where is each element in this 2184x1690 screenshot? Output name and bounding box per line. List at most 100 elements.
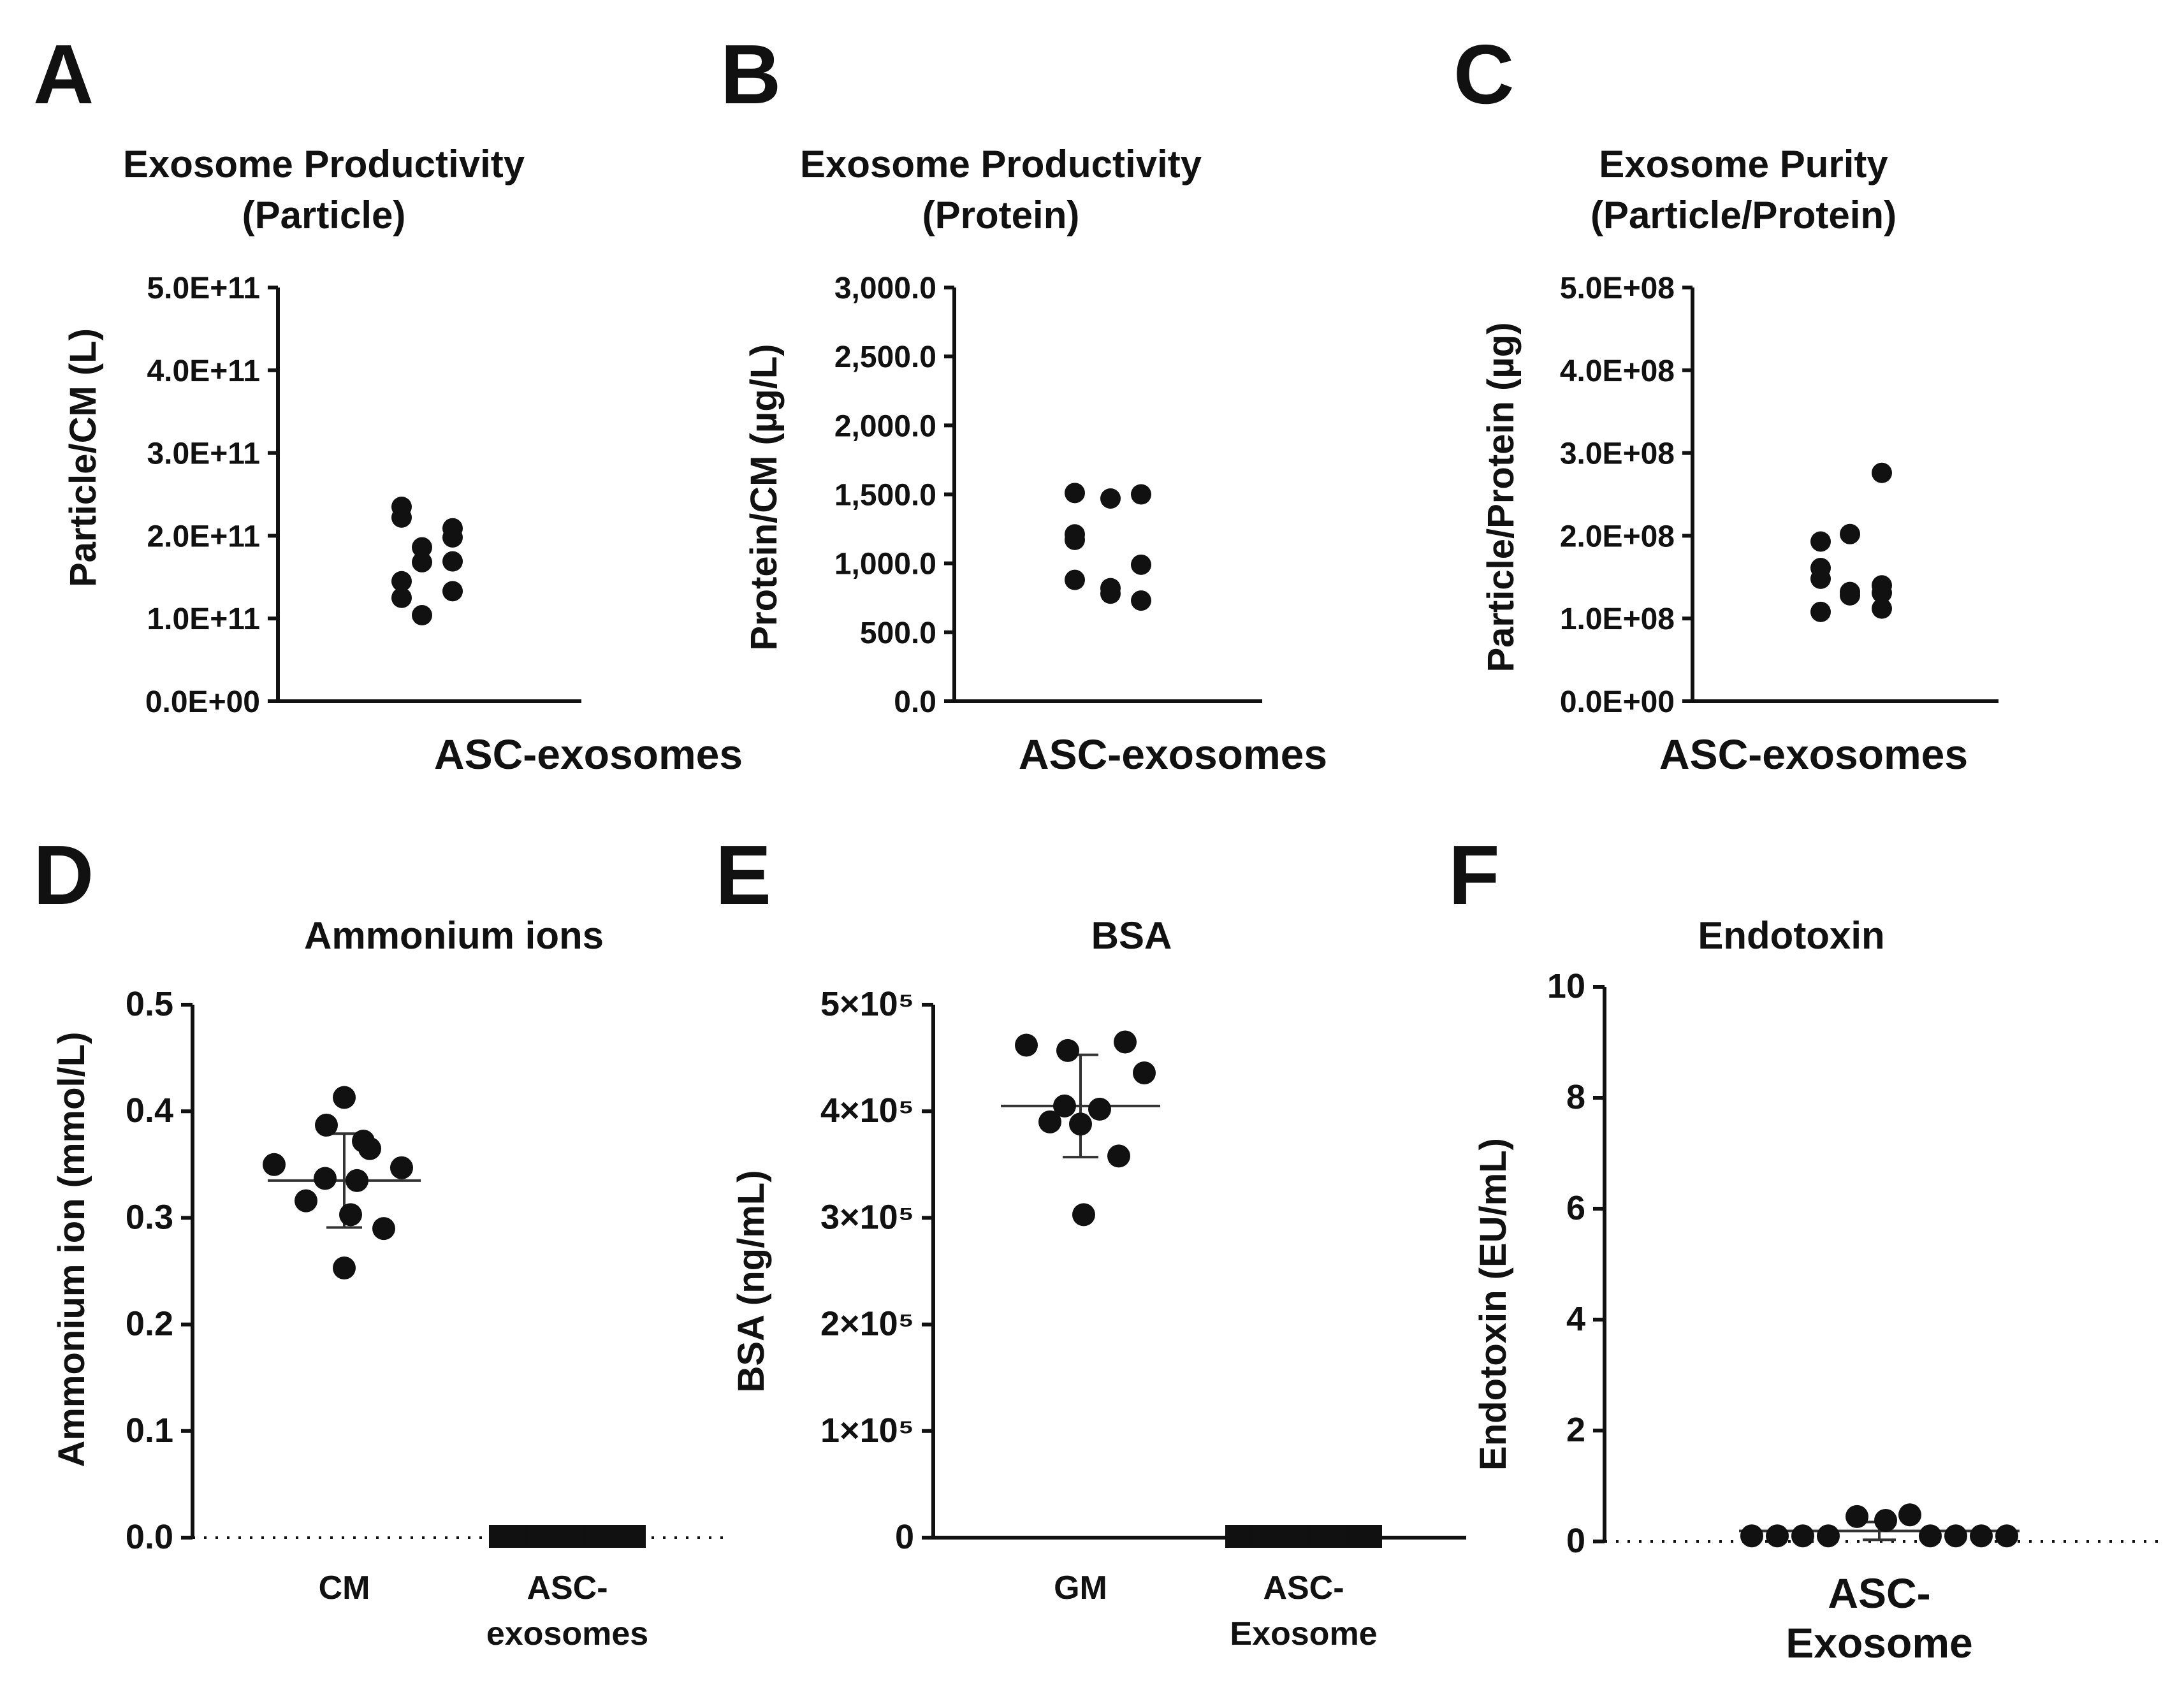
panel-a-data-point — [391, 507, 412, 528]
panel-a-y-tick-label: 4.0E+11 — [147, 354, 260, 388]
panel-c-y-tick-label: 2.0E+08 — [1560, 520, 1675, 553]
panel-c-data-point — [1872, 582, 1892, 603]
panel-b-y-axis-label: Protein/CM (µg/L) — [743, 344, 785, 650]
panel-b-data-point — [1065, 569, 1085, 590]
panel-d-data-point — [358, 1137, 381, 1160]
panel-d-y-tick-label: 0.4 — [126, 1091, 173, 1130]
panel-d-data-point — [333, 1086, 356, 1109]
panel-a-y-axis-label: Particle/CM (L) — [62, 328, 104, 587]
panel-f-points — [1740, 1503, 2018, 1548]
panel-b: B Exosome Productivity (Protein) Protein… — [720, 27, 1327, 778]
panel-b-data-point — [1131, 554, 1151, 575]
panel-f-category-label-line1: ASC- — [1828, 1570, 1930, 1617]
panel-d-data-point — [263, 1153, 286, 1176]
panel-f-category-label-line2: Exosome — [1786, 1619, 1972, 1666]
panel-f-data-point — [1740, 1524, 1763, 1548]
panel-e-y-tick-label: 2×10⁵ — [820, 1305, 914, 1343]
panel-c: C Exosome Purity (Particle/Protein) Part… — [1453, 27, 1998, 778]
panel-e-data-point — [1053, 1094, 1076, 1118]
panel-e-y-ticks: 0 1×10⁵ 2×10⁵ 3×10⁵ 4×10⁵ 5×10⁵ — [820, 985, 933, 1556]
panel-letter-f: F — [1448, 828, 1500, 922]
panel-c-y-tick-label: 0.0E+00 — [1560, 685, 1675, 719]
panel-b-y-ticks: 0.0 500.0 1,000.0 1,500.0 2,000.0 2,500.0 3,00… — [834, 272, 954, 719]
panel-a-data-point — [442, 581, 463, 602]
panel-a-y-tick-label: 5.0E+11 — [147, 272, 260, 305]
panel-f-y-tick-label: 2 — [1566, 1411, 1585, 1449]
panel-d-data-point — [333, 1256, 356, 1279]
panel-f-data-point — [1766, 1524, 1789, 1548]
panel-c-title-line1: Exosome Purity — [1599, 143, 1888, 186]
panel-a-data-point — [442, 551, 463, 572]
panel-d-category-label-cm: CM — [319, 1570, 370, 1606]
panel-e-y-tick-label: 3×10⁵ — [820, 1198, 914, 1236]
panel-a-y-tick-label: 3.0E+11 — [147, 437, 260, 471]
panel-f-title: Endotoxin — [1698, 914, 1884, 957]
panel-e-data-point — [1107, 1144, 1130, 1168]
panel-f-data-point — [1817, 1524, 1840, 1548]
panel-c-data-point — [1872, 462, 1892, 483]
panel-a-data-point — [412, 537, 432, 558]
panel-c-y-axis-label: Particle/Protein (µg) — [1480, 322, 1522, 672]
panel-b-y-tick-label: 3,000.0 — [834, 272, 936, 305]
panel-f-data-point — [1845, 1504, 1868, 1528]
panel-d-points — [263, 1086, 646, 1548]
panel-d-y-tick-label: 0.0 — [126, 1518, 173, 1556]
panel-b-data-point — [1065, 483, 1085, 504]
panel-f-y-tick-label: 4 — [1566, 1300, 1585, 1338]
panel-b-data-point — [1065, 529, 1085, 550]
panel-c-category-label: ASC-exosomes — [1659, 731, 1968, 778]
panel-f-y-axis-label: Endotoxin (EU/mL) — [1473, 1138, 1514, 1471]
panel-d-y-tick-label: 0.1 — [126, 1411, 173, 1450]
panel-d-y-axis-label: Ammonium ion (mmol/L) — [51, 1031, 92, 1467]
panel-d-y-ticks: 0.0 0.1 0.2 0.3 0.4 0.5 — [126, 985, 193, 1556]
panel-e-title: BSA — [1091, 914, 1172, 957]
panel-a-y-tick-label: 0.0E+00 — [145, 685, 260, 719]
panel-b-y-tick-label: 1,000.0 — [834, 548, 936, 581]
panel-c-data-point — [1840, 523, 1860, 544]
panel-e-category-label-gm: GM — [1054, 1570, 1107, 1606]
panel-c-data-point — [1840, 585, 1860, 606]
panel-e-data-point — [1015, 1033, 1038, 1057]
panel-e-data-point — [1072, 1203, 1095, 1227]
panel-d-category-label-asc-line1: ASC- — [527, 1570, 608, 1606]
panel-f-data-point — [1791, 1524, 1814, 1548]
panel-d-y-tick-label: 0.5 — [126, 985, 173, 1023]
panel-f-data-point — [1874, 1508, 1897, 1532]
panel-letter-d: D — [33, 828, 94, 922]
panel-f-y-tick-label: 6 — [1566, 1189, 1585, 1227]
panel-d-data-point — [346, 1169, 368, 1192]
panel-letter-a: A — [33, 27, 94, 121]
panel-c-data-point — [1872, 598, 1892, 619]
panel-b-title-line1: Exosome Productivity — [800, 143, 1202, 186]
panel-b-data-point — [1100, 488, 1121, 509]
panel-f-data-point — [1970, 1524, 1993, 1548]
panel-c-y-tick-label: 5.0E+08 — [1560, 272, 1675, 305]
panel-a-data-point — [412, 551, 432, 572]
panel-e-y-axis-label: BSA (ng/mL) — [731, 1170, 772, 1392]
panel-e-data-point — [1056, 1038, 1079, 1062]
panel-b-data-point — [1100, 583, 1121, 604]
panel-c-points — [1810, 462, 1892, 622]
panel-d: D Ammonium ions Ammonium ion (mmol/L) CM… — [33, 828, 727, 1652]
panel-a-y-tick-label: 1.0E+11 — [147, 602, 260, 636]
panel-e-y-tick-label: 4×10⁵ — [820, 1091, 914, 1130]
panel-d-category-label-asc-line2: exosomes — [486, 1615, 648, 1652]
panel-f-data-point — [1944, 1524, 1967, 1548]
panel-b-y-tick-label: 1,500.0 — [834, 479, 936, 513]
panel-e-data-point — [1038, 1110, 1061, 1133]
panel-e-y-tick-label: 1×10⁵ — [820, 1411, 914, 1450]
panel-c-data-point — [1810, 568, 1831, 589]
panel-a-y-ticks: 0.0E+00 1.0E+11 2.0E+11 3.0E+11 4.0E+11 5.0E+… — [145, 272, 278, 719]
panel-d-title: Ammonium ions — [304, 914, 604, 957]
panel-e-points — [1015, 1030, 1382, 1548]
panel-f-y-tick-label: 0 — [1566, 1522, 1585, 1560]
panel-f-y-tick-label: 8 — [1566, 1078, 1585, 1116]
panel-a-y-tick-label: 2.0E+11 — [147, 520, 260, 553]
panel-c-y-ticks: 0.0E+00 1.0E+08 2.0E+08 3.0E+08 4.0E+08 5.0E+… — [1560, 272, 1693, 719]
panel-d-data-point — [339, 1203, 362, 1227]
panel-b-y-tick-label: 0.0 — [894, 685, 936, 719]
panel-d-data-point — [314, 1167, 337, 1190]
panel-d-y-tick-label: 0.2 — [126, 1305, 173, 1343]
